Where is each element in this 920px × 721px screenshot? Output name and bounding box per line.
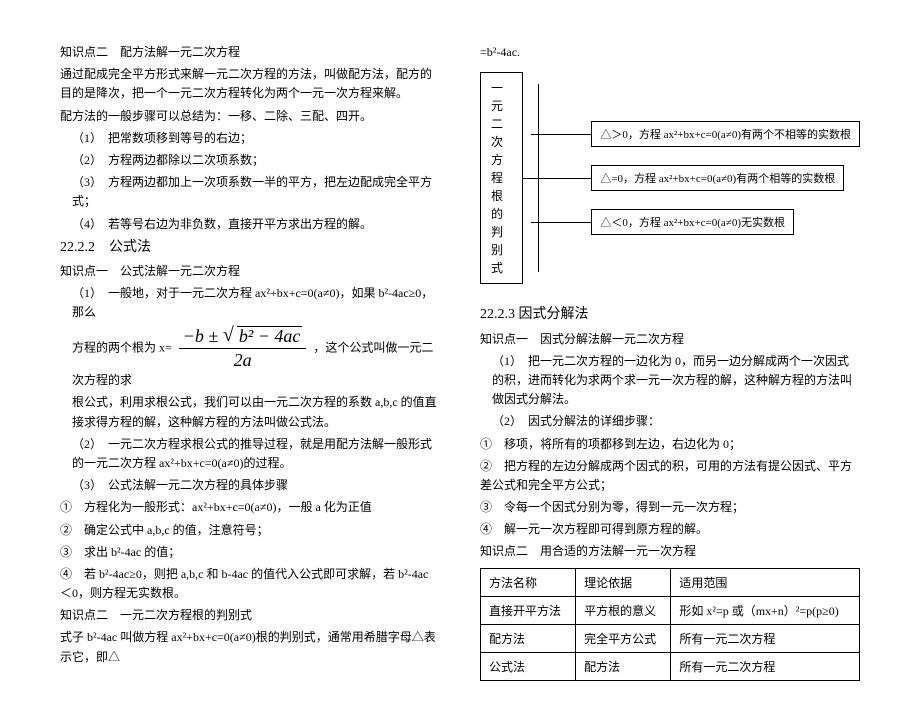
para: （2） 一元二次方程求根公式的推导过程，就是用配方法解一般形式的一元二次方程 a…	[60, 435, 440, 473]
step: ③ 求出 b²-4ac 的值；	[60, 543, 440, 562]
line	[531, 134, 591, 135]
line	[531, 222, 591, 223]
td: 配方法	[481, 624, 576, 652]
para: 式子 b²-4ac 叫做方程 ax²+bx+c=0(a≠0)根的判别式，通常用希…	[60, 628, 440, 666]
branch-box: △=0，方程 ax²+bx+c=0(a≠0)有两个相等的实数根	[591, 165, 844, 191]
th: 适用范围	[671, 568, 860, 596]
denominator: 2a	[179, 349, 307, 371]
step: ② 把方程的左边分解成两个因式的积，可用的方法有提公因式、平方差公式和完全平方公…	[480, 457, 860, 495]
line	[531, 178, 591, 179]
step: ① 方程化为一般形式：ax²+bx+c=0(a≠0)，一般 a 化为正值	[60, 498, 440, 517]
branch-box: △＞0，方程 ax²+bx+c=0(a≠0)有两个不相等的实数根	[591, 121, 860, 147]
branch: △＞0，方程 ax²+bx+c=0(a≠0)有两个不相等的实数根	[531, 121, 860, 147]
table-row: 公式法 配方法 所有一元二次方程	[481, 652, 860, 680]
diagram-root: 一元二次方程 根的判别式	[480, 72, 523, 284]
td: 配方法	[576, 652, 671, 680]
quadratic-formula: −b ± b² − 4ac 2a	[179, 326, 307, 372]
list-item: （3） 方程两边都加上一次项系数一半的平方，把左边配成完全平方式；	[60, 173, 440, 211]
section-heading: 22.2.3 因式分解法	[480, 304, 860, 326]
td: 平方根的意义	[576, 596, 671, 624]
table-row: 直接开平方法 平方根的意义 形如 x²=p 或（mx+n）²=p(p≥0)	[481, 596, 860, 624]
step: ② 确定公式中 a,b,c 的值，注意符号；	[60, 521, 440, 540]
list-item: （2） 方程两边都除以二次项系数；	[60, 151, 440, 170]
kp-heading: 知识点二 一元二次方程根的判别式	[60, 606, 440, 625]
equation: =b²-4ac.	[480, 43, 860, 62]
kp-heading: 知识点一 因式分解法解一元二次方程	[480, 330, 860, 349]
para: （1） 把一元二次方程的一边化为 0，而另一边分解成两个一次因式的积，进而转化为…	[480, 352, 860, 410]
para: 通过配成完全平方形式来解一元二次方程的方法，叫做配方法，配方的目的是降次，把一个…	[60, 65, 440, 103]
list-item: （4） 若等号右边为非负数，直接开平方求出方程的解。	[60, 215, 440, 234]
branch-box: △＜0，方程 ax²+bx+c=0(a≠0)无实数根	[591, 209, 794, 235]
kp-heading: 知识点一 公式法解一元二次方程	[60, 262, 440, 281]
para: （3） 公式法解一元二次方程的具体步骤	[60, 476, 440, 495]
step: ③ 令每一个因式分别为零，得到一元一次方程；	[480, 498, 860, 517]
text: 方程的两个根为 x=	[72, 340, 172, 354]
kp-heading: 知识点二 用合适的方法解一元一次方程	[480, 542, 860, 561]
td: 公式法	[481, 652, 576, 680]
para: （1） 一般地，对于一元二次方程 ax²+bx+c=0(a≠0)，如果 b²-4…	[60, 284, 440, 322]
discriminant-diagram: 一元二次方程 根的判别式 △＞0，方程 ax²+bx+c=0(a≠0)有两个不相…	[480, 72, 860, 284]
text: 根的判别式	[491, 189, 503, 275]
th: 理论依据	[576, 568, 671, 596]
connector	[523, 72, 532, 284]
text: 一元二次方程	[491, 81, 503, 185]
branch: △=0，方程 ax²+bx+c=0(a≠0)有两个相等的实数根	[531, 165, 860, 191]
td: 所有一元二次方程	[671, 652, 860, 680]
td: 直接开平方法	[481, 596, 576, 624]
step: ① 移项，将所有的项都移到左边，右边化为 0；	[480, 435, 860, 454]
section-heading: 22.2.2 公式法	[60, 237, 440, 259]
methods-table: 方法名称 理论依据 适用范围 直接开平方法 平方根的意义 形如 x²=p 或（m…	[480, 568, 860, 681]
step: ④ 若 b²-4ac≥0，则把 a,b,c 和 b-4ac 的值代入公式即可求解…	[60, 565, 440, 603]
formula-line: 方程的两个根为 x= −b ± b² − 4ac 2a ，这个公式叫做一元二次方…	[60, 326, 440, 391]
th: 方法名称	[481, 568, 576, 596]
table-row: 方法名称 理论依据 适用范围	[481, 568, 860, 596]
table-row: 配方法 完全平方公式 所有一元二次方程	[481, 624, 860, 652]
step: ④ 解一元一次方程即可得到原方程的解。	[480, 520, 860, 539]
branch: △＜0，方程 ax²+bx+c=0(a≠0)无实数根	[531, 209, 860, 235]
heading-kp2: 知识点二 配方法解一元二次方程	[60, 43, 440, 62]
para: 配方法的一般步骤可以总结为：一移、二除、三配、四开。	[60, 107, 440, 126]
td: 所有一元二次方程	[671, 624, 860, 652]
para: 根公式，利用求根公式，我们可以由一元二次方程的系数 a,b,c 的值直接求得方程…	[60, 393, 440, 431]
para: （2） 因式分解法的详细步骤：	[480, 412, 860, 431]
td: 完全平方公式	[576, 624, 671, 652]
numerator-a: −b ±	[183, 326, 223, 346]
sqrt-term: b² − 4ac	[237, 326, 303, 347]
list-item: （1） 把常数项移到等号的右边；	[60, 129, 440, 148]
td: 形如 x²=p 或（mx+n）²=p(p≥0)	[671, 596, 860, 624]
